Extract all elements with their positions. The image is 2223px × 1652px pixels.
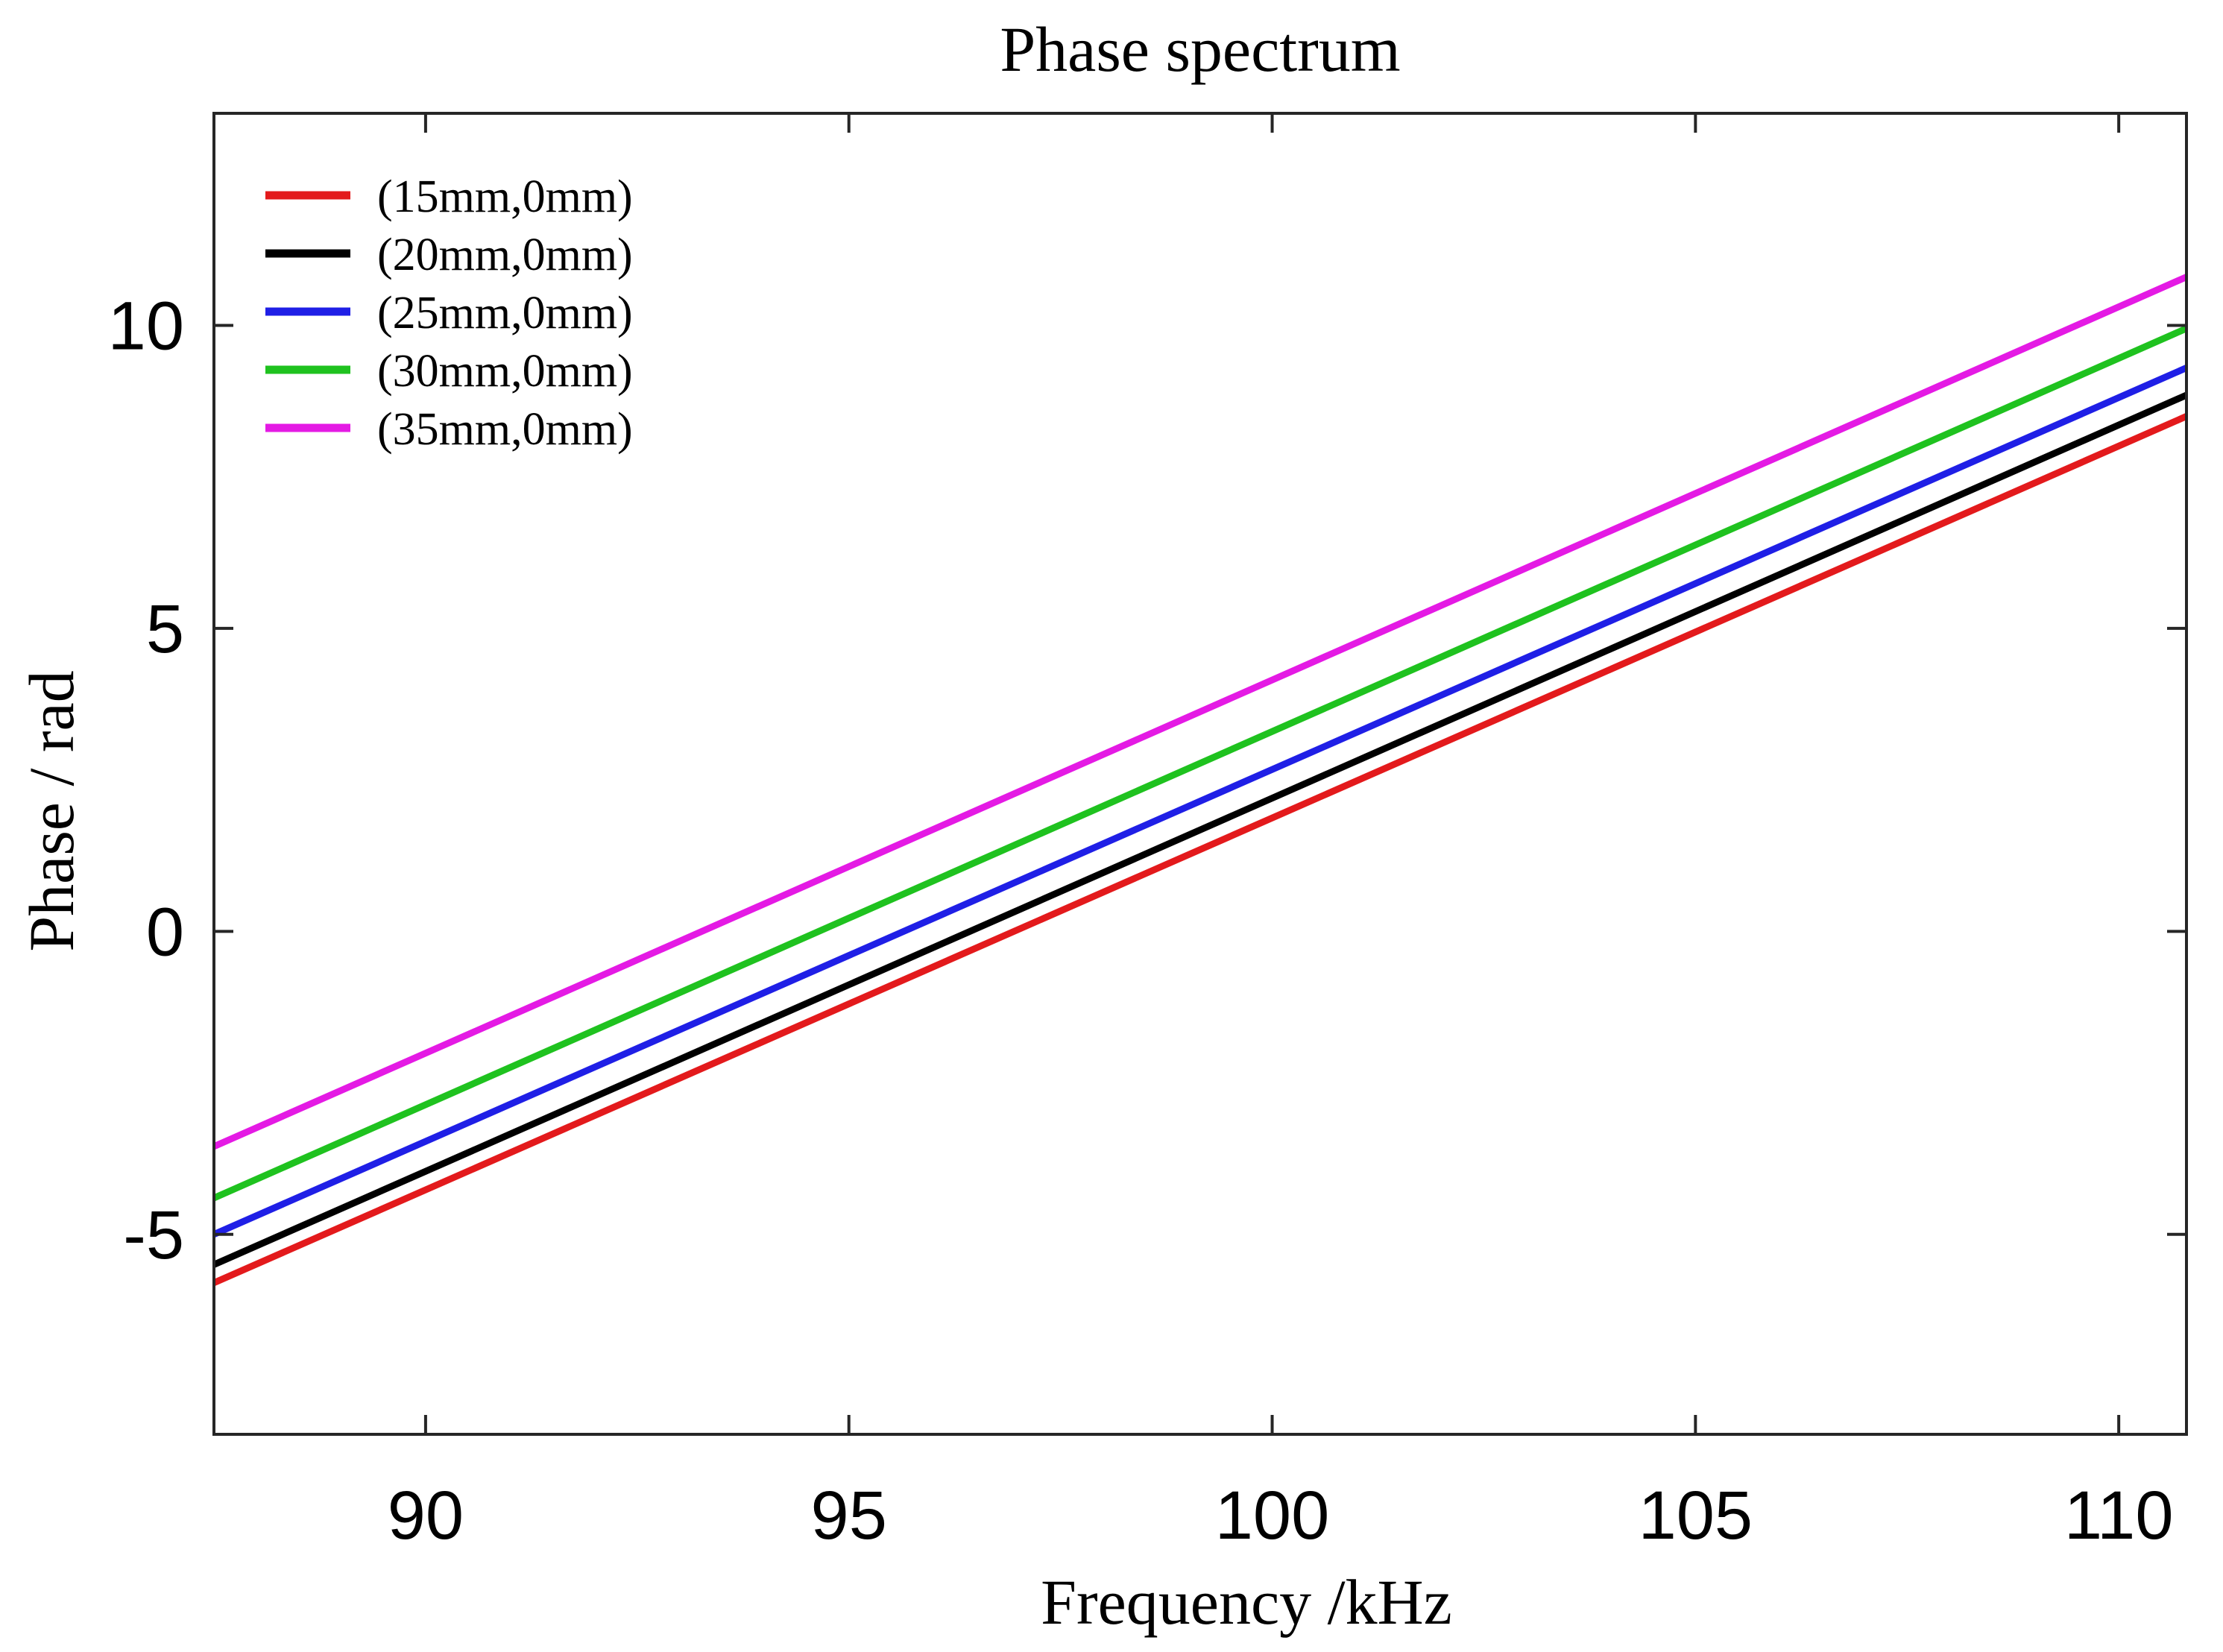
y-axis-label: Phase / rad: [16, 670, 87, 951]
x-tick-label: 90: [388, 1478, 464, 1554]
x-axis-label: Frequency /kHz: [1041, 1566, 1452, 1638]
x-tick-label: 95: [811, 1478, 887, 1554]
x-tick-label: 110: [2064, 1478, 2174, 1554]
x-tick-label: 105: [1639, 1478, 1753, 1554]
series-line-2: [212, 391, 2188, 1268]
series-line-4: [212, 325, 2188, 1202]
ticks-layer: 90 95 100 105 110 -5 0 5 10: [108, 113, 2186, 1554]
x-tick-label: 100: [1215, 1478, 1330, 1554]
plot-frame: [212, 112, 2188, 1436]
series-line-5: [212, 274, 2188, 1150]
legend-entry-3: (25mm,0mm): [377, 288, 633, 338]
legend-entry-5: (35mm,0mm): [377, 404, 633, 455]
y-tick-label: 0: [146, 894, 184, 970]
chart-title: Phase spectrum: [1000, 13, 1400, 85]
series-layer: [212, 274, 2188, 1286]
legend-entry-1: (15mm,0mm): [377, 171, 633, 222]
y-tick-label: -5: [123, 1197, 184, 1273]
y-tick-label: 10: [108, 288, 184, 364]
legend-entry-4: (30mm,0mm): [377, 346, 633, 397]
series-line-1: [212, 413, 2188, 1286]
legend-entry-2: (20mm,0mm): [377, 230, 633, 280]
legend: (15mm,0mm) (20mm,0mm) (25mm,0mm) (30mm,0mm)…: [265, 171, 633, 455]
series-line-3: [212, 365, 2188, 1238]
y-tick-label: 5: [146, 591, 184, 667]
